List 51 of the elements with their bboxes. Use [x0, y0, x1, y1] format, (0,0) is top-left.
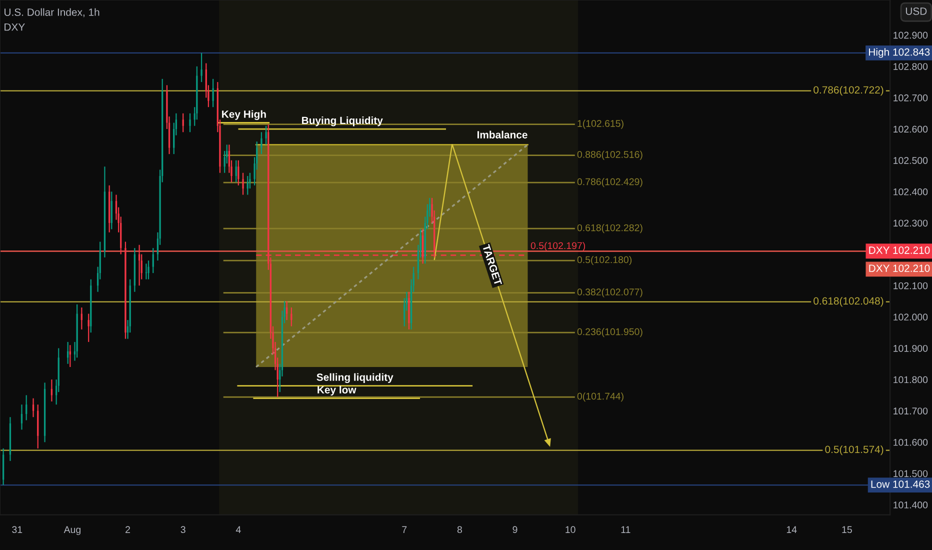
- y-tick-label: 102.300: [894, 220, 928, 227]
- x-tick-label: 14: [786, 526, 797, 533]
- ref-line-label: 0.5(101.574): [825, 445, 884, 456]
- x-tick-label: 9: [512, 526, 518, 534]
- ref-line-label: Low 101.463: [871, 480, 930, 488]
- y-axis-title: USD: [906, 8, 927, 15]
- series-label: Buying Liquidity: [302, 116, 383, 126]
- series-label: 0.5(102.180): [577, 256, 632, 266]
- ref-line-label: 0.786(102.722): [814, 86, 884, 96]
- y-tick-label: 102.400: [894, 188, 928, 196]
- ref-line-label: DXY 102.210: [869, 246, 930, 254]
- y-tick-label: 102.000: [894, 314, 928, 321]
- y-tick-label: 102.100: [894, 282, 928, 290]
- series-label: 0.236(101.950): [577, 328, 642, 338]
- y-tick-label: 102.900: [894, 32, 928, 39]
- series-label: 0.886(102.516): [577, 150, 642, 160]
- x-tick-label: 31: [12, 526, 22, 534]
- ref-line-label: DXY 102.210: [869, 264, 930, 272]
- series-label: 1(102.615): [578, 120, 624, 129]
- series-label: 0.5(102.197): [530, 242, 586, 252]
- y-tick-label: 101.400: [894, 502, 928, 508]
- series-label: Key low: [318, 386, 356, 396]
- y-tick-label: 102.600: [894, 126, 928, 133]
- x-tick-label: 8: [457, 526, 462, 534]
- ref-line-label: High 102.843: [869, 48, 930, 58]
- x-tick-label: 11: [621, 526, 630, 533]
- x-tick-label: 15: [842, 526, 852, 534]
- y-tick-label: 102.700: [894, 94, 928, 102]
- y-tick-label: 101.700: [894, 408, 928, 414]
- x-tick-label: 2: [126, 526, 130, 533]
- y-tick-label: 101.500: [894, 470, 928, 478]
- series-label: 0.786(102.429): [577, 178, 642, 188]
- ref-line-label: 0.618(102.048): [814, 297, 884, 307]
- y-tick-label: 102.500: [894, 157, 928, 164]
- y-tick-label: 101.600: [894, 438, 928, 446]
- y-tick-label: 101.900: [894, 344, 928, 352]
- y-tick-label: 101.800: [894, 376, 928, 384]
- x-tick-label: 7: [402, 526, 407, 533]
- series-label: Key High: [222, 110, 266, 120]
- x-tick-label: 3: [180, 526, 186, 534]
- x-tick-label: 4: [236, 526, 241, 533]
- series-label: 0(101.744): [577, 392, 624, 402]
- y-tick-label: 102.800: [894, 63, 928, 70]
- series-label: 0.618(102.282): [577, 224, 642, 234]
- series-label: Selling liquidity: [316, 373, 394, 384]
- text: DXY: [4, 23, 25, 31]
- x-tick-label: Aug: [64, 526, 80, 535]
- series-label: 0.382(102.077): [577, 288, 642, 298]
- x-tick-label: 10: [566, 526, 576, 534]
- series-label: Imbalance: [477, 130, 528, 138]
- text: U.S. Dollar Index, 1h: [4, 8, 100, 18]
